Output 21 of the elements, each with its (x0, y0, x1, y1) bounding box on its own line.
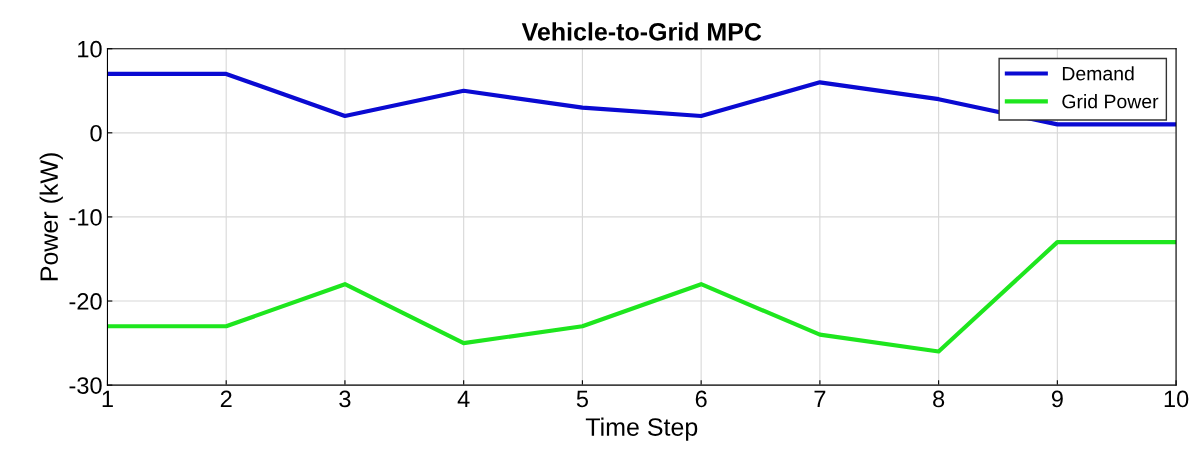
x-tick-label: 2 (220, 390, 232, 408)
x-tick-label: 5 (576, 390, 588, 408)
x-tick-label: 3 (339, 390, 351, 408)
x-tick-label: 8 (933, 390, 945, 408)
y-tick-label: -30 (69, 377, 102, 394)
y-tick-label: -20 (69, 293, 102, 310)
y-axis-title: Power (kW) (39, 153, 63, 281)
x-tick-label: 4 (457, 390, 470, 408)
x-axis-title: Time Step (585, 417, 698, 441)
x-tick-label: 1 (102, 390, 113, 408)
x-tick-label: 6 (695, 390, 707, 408)
x-tick-label: 7 (814, 390, 826, 408)
y-tick-label: 0 (90, 124, 102, 142)
x-tick-label: 9 (1051, 390, 1063, 408)
y-tick-label: -10 (69, 208, 102, 226)
legend-label: Grid Power (1062, 94, 1159, 109)
line-series (107, 240, 1177, 354)
y-tick-label: 10 (78, 40, 102, 58)
x-tick-label: 10 (1164, 390, 1189, 408)
chart-title: Vehicle-to-Grid MPC (521, 22, 762, 41)
legend-label: Demand (1062, 66, 1134, 81)
